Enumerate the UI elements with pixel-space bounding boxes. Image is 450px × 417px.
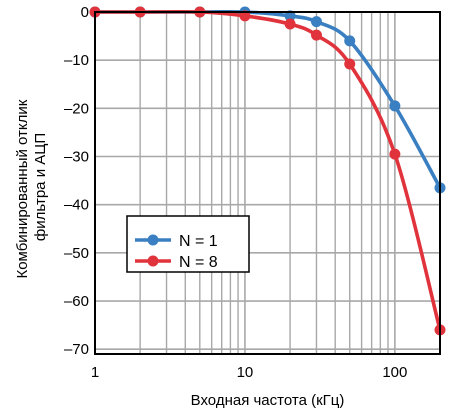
series-2-point (389, 148, 401, 160)
series-1 (89, 6, 446, 194)
y-tick-label: –70 (64, 341, 89, 358)
y-tick-label: –20 (64, 100, 89, 117)
y-tick-label: –40 (64, 197, 89, 214)
series-2 (89, 6, 446, 336)
y-axis-title-line-2: фильтра и АЦП (32, 133, 49, 241)
y-axis-title-line-1: Комбинированный отклик (14, 99, 31, 278)
legend-swatch-marker (147, 234, 159, 246)
legend-item-2: N = 8 (135, 254, 218, 271)
ticks: 1 10 100 0 –10 –20 –30 –40 –50 –60 –70 (64, 4, 407, 381)
x-tick-label: 100 (382, 364, 407, 381)
legend-label: N = 1 (179, 233, 218, 250)
series-1-point (310, 16, 322, 28)
y-tick-label: –30 (64, 149, 89, 166)
y-tick-label: 0 (81, 4, 89, 21)
series-layer (89, 6, 446, 336)
legend-item-1: N = 1 (135, 233, 218, 250)
series-2-point (239, 10, 251, 22)
y-tick-label: –60 (64, 293, 89, 310)
legend-label: N = 8 (179, 254, 218, 271)
y-tick-label: –10 (64, 52, 89, 69)
y-axis-title: Комбинированный отклик фильтра и АЦП (14, 95, 49, 278)
grid (94, 11, 441, 354)
legend: N = 1 N = 8 (126, 215, 250, 273)
series-1-point (344, 35, 356, 47)
x-tick-label: 10 (237, 364, 254, 381)
series-2-point (284, 18, 296, 30)
y-tick-label: –50 (64, 245, 89, 262)
series-1-point (389, 100, 401, 112)
x-tick-label: 1 (91, 364, 99, 381)
series-2-point (310, 29, 322, 41)
x-axis-title: Входная частота (кГц) (191, 392, 345, 409)
plot-frame (94, 11, 441, 355)
series-1-point (284, 10, 296, 22)
legend-swatch-marker (147, 255, 159, 267)
series-2-point (344, 58, 356, 70)
